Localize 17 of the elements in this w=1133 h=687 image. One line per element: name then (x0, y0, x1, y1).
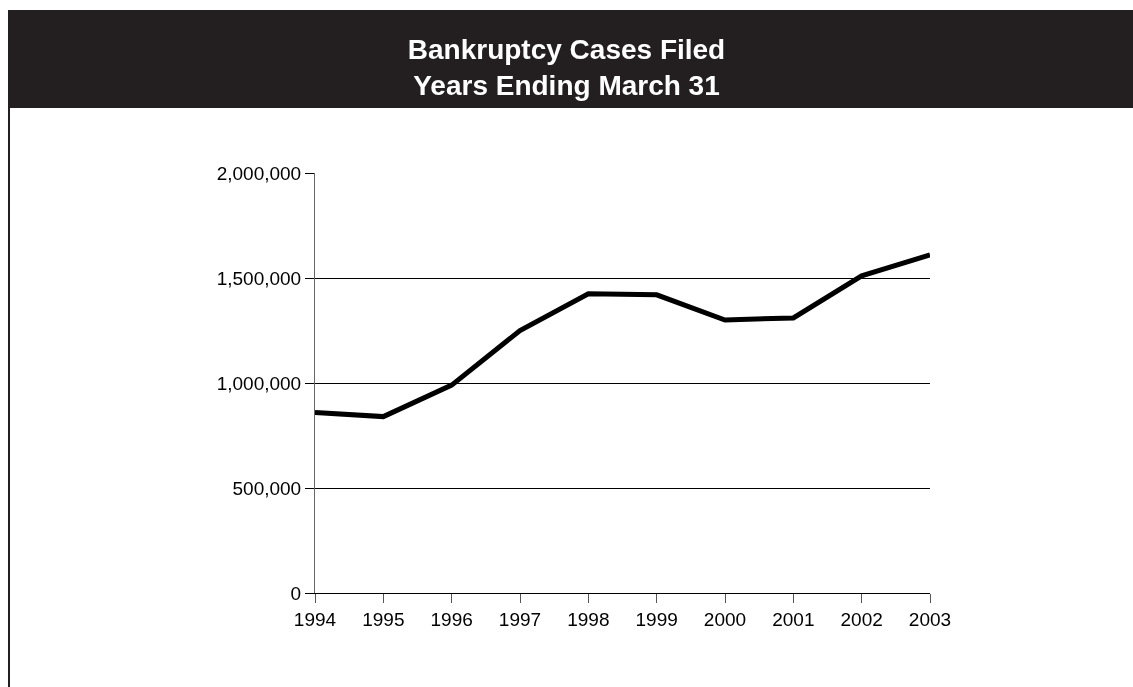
chart-subtitle: Years Ending March 31 (413, 70, 720, 102)
x-tick-label: 2000 (703, 608, 747, 630)
x-tick-label: 2001 (772, 608, 815, 630)
x-tick-label: 1996 (430, 608, 473, 630)
x-tick-label: 1995 (362, 608, 405, 630)
x-tick-label: 1999 (635, 608, 678, 630)
x-tick-label: 1997 (498, 608, 542, 630)
y-tick-label: 500,000 (232, 477, 302, 499)
x-tick-label: 1994 (293, 608, 337, 630)
y-tick-label: 2,000,000 (216, 162, 302, 184)
x-tick-label: 2003 (908, 608, 952, 630)
x-tick-label: 2002 (840, 608, 883, 630)
y-tick-label: 1,500,000 (216, 267, 302, 289)
chart-title: Bankruptcy Cases Filed (407, 34, 726, 65)
x-tick-label: 1998 (567, 608, 610, 630)
y-tick-label: 0 (290, 582, 302, 604)
y-tick-label: 1,000,000 (216, 372, 302, 394)
